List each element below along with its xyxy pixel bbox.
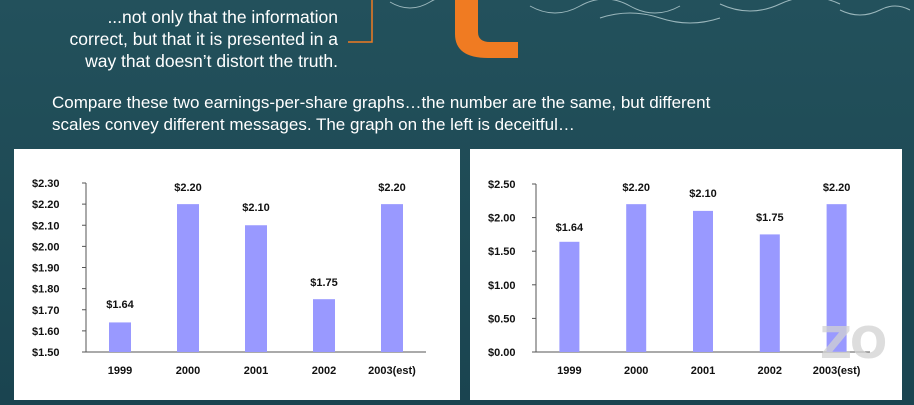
bar xyxy=(626,204,647,352)
y-tick-label: $0.00 xyxy=(488,347,516,359)
value-label: $2.20 xyxy=(823,182,851,194)
x-category-label: 2002 xyxy=(312,365,336,377)
quote-line: ...not only that the information xyxy=(107,7,338,27)
value-label: $1.75 xyxy=(310,277,338,289)
value-label: $2.20 xyxy=(622,182,650,194)
y-tick-label: $1.00 xyxy=(488,280,516,292)
bar xyxy=(245,225,267,352)
x-category-label: 2003(est) xyxy=(813,365,861,377)
y-tick-label: $2.20 xyxy=(32,199,60,211)
quote-text: ...not only that the information correct… xyxy=(20,6,338,72)
bar xyxy=(693,210,713,352)
compare-line: scales convey different messages. The gr… xyxy=(52,115,575,134)
chart-panel-left: $1.50 $1.60 $1.70 $1.80 $1.90 $2.00 $2.10 $2.20… xyxy=(14,149,460,400)
value-label: $2.20 xyxy=(174,182,202,194)
quote-line: correct, but that it is presented in a xyxy=(69,29,338,49)
orange-letter-shape xyxy=(455,0,518,58)
bar xyxy=(109,322,131,352)
value-label: $2.20 xyxy=(378,182,406,194)
x-category-label: 2000 xyxy=(176,365,200,377)
y-tick-label: $0.50 xyxy=(488,313,516,325)
bar xyxy=(559,241,580,352)
value-label: $2.10 xyxy=(242,202,270,214)
compare-line: Compare these two earnings-per-share gra… xyxy=(52,93,711,112)
x-category-label: 1999 xyxy=(557,365,581,377)
bar xyxy=(826,204,847,352)
bar xyxy=(177,204,199,352)
y-tick-label: $2.00 xyxy=(32,241,60,253)
chart-right: $0.00 $0.50 $1.00 $1.50 $2.00 $2.50 $1.64 1999 $… xyxy=(488,179,870,377)
y-tick-label: $1.50 xyxy=(32,347,60,359)
x-category-label: 2001 xyxy=(691,365,715,377)
x-category-label: 2000 xyxy=(624,365,648,377)
y-tick-label: $2.50 xyxy=(488,179,516,191)
y-tick-label: $1.50 xyxy=(488,246,516,258)
value-label: $1.64 xyxy=(556,222,584,234)
bracket-line xyxy=(348,0,373,43)
compare-text: Compare these two earnings-per-share gra… xyxy=(52,92,872,136)
x-category-label: 2002 xyxy=(758,365,782,377)
x-category-label: 1999 xyxy=(108,365,132,377)
bar xyxy=(313,299,335,352)
y-tick-label: $1.80 xyxy=(32,284,60,296)
zoom-watermark: ZO xyxy=(820,318,887,369)
x-category-label: 2003(est) xyxy=(368,365,416,377)
bar xyxy=(381,204,403,352)
decorative-swirls xyxy=(348,0,911,58)
x-category-label: 2001 xyxy=(244,365,268,377)
value-label: $1.75 xyxy=(756,212,784,224)
chart-panel-right: $0.00 $0.50 $1.00 $1.50 $2.00 $2.50 $1.64 1999 $… xyxy=(470,149,902,400)
y-tick-label: $2.10 xyxy=(32,220,60,232)
y-tick-label: $2.30 xyxy=(32,178,60,190)
y-tick-label: $2.00 xyxy=(488,213,516,225)
y-tick-label: $1.90 xyxy=(32,263,60,275)
y-tick-label: $1.60 xyxy=(32,326,60,338)
y-tick-label: $1.70 xyxy=(32,305,60,317)
quote-line: way that doesn’t distort the truth. xyxy=(85,51,338,71)
value-label: $2.10 xyxy=(689,188,717,200)
bar xyxy=(759,234,780,352)
chart-left: $1.50 $1.60 $1.70 $1.80 $1.90 $2.00 $2.10 $2.20… xyxy=(32,178,426,377)
value-label: $1.64 xyxy=(106,299,134,311)
